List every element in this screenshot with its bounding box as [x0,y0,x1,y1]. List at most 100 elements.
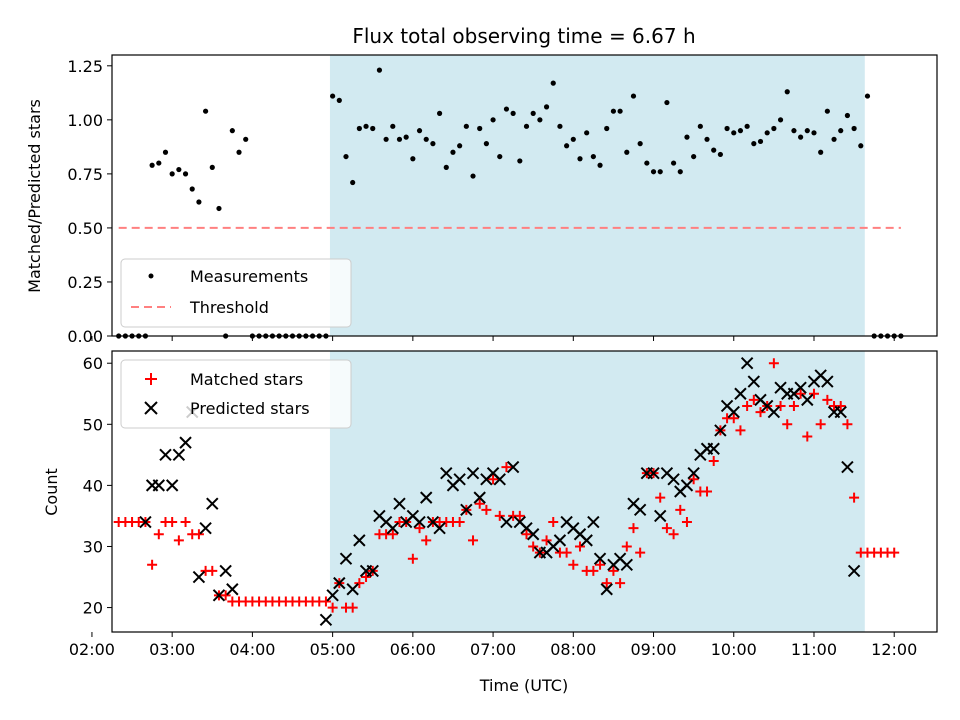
measurement-point [189,186,195,192]
top-y-axis-label: Matched/Predicted stars [25,99,44,293]
measurement-point [423,136,429,142]
measurement-point [169,171,175,177]
matched-star-point [588,565,599,576]
measurement-point [570,136,576,142]
predicted-star-point [165,479,179,492]
measurement-point [691,153,697,160]
measurement-point [162,149,169,155]
top-y-tick-label: 0.00 [67,327,103,346]
matched-star-point [528,541,539,552]
matched-star-point [615,578,626,589]
measurement-point [610,108,617,114]
measurement-point [791,128,797,134]
measurement-point [403,134,409,140]
legend-matched-marker [145,373,157,385]
top-y-tick-label: 0.25 [67,273,103,292]
predicted-star-point [526,528,540,541]
measurement-point [670,160,677,166]
predicted-star-point [747,375,761,388]
x-tick-label: 06:00 [390,640,436,659]
measurement-point [523,123,530,129]
predicted-star-point [172,448,186,462]
matched-star-point [628,523,639,534]
matched-star-point [167,517,178,528]
bottom-legend: Matched stars Predicted stars [120,359,352,429]
predicted-star-point [847,564,861,578]
measurement-point [557,123,563,129]
measurement-point [577,156,583,162]
predicted-star-point [440,466,453,480]
matched-star-point [407,553,418,564]
predicted-star-point [801,393,814,407]
predicted-star-point [714,424,727,437]
x-tick-label: 07:00 [470,640,516,659]
predicted-star-point [734,387,747,400]
matched-star-point [180,517,191,528]
measurement-point [470,173,476,179]
measurement-point [798,134,804,140]
predicted-star-point [654,509,667,523]
matched-star-point [207,565,218,576]
measurement-point [443,164,449,170]
predicted-star-point [633,503,647,517]
bottom-panel: 20 30 40 50 60 02:00 03:00 04:00 05:00 06:00 07:00… [42,350,938,695]
measurement-point [851,125,857,132]
legend-predicted-marker [144,401,158,415]
measurement-point [724,125,730,132]
matched-star-point [421,535,432,546]
matched-star-point [768,358,779,369]
predicted-star-point [506,460,520,474]
measurement-point [202,108,209,114]
measurement-point [644,160,650,166]
predicted-star-point [413,515,426,529]
predicted-star-point [600,583,613,596]
top-axes-frame [111,54,938,337]
measurement-point [630,93,637,99]
measurement-point [650,169,657,175]
predicted-star-point [206,497,219,510]
matched-star-point [842,419,853,430]
predicted-star-point [587,515,600,529]
measurement-point [229,128,235,134]
predicted-star-point [433,521,446,535]
matched-star-point [454,517,465,528]
top-shaded-interval [329,55,865,336]
matched-star-point [835,400,846,411]
measurement-point [176,166,182,173]
predicted-star-point [152,479,166,492]
matched-star-point [788,400,799,411]
bottom-legend-box [120,359,352,429]
predicted-star-point [767,405,781,419]
matched-star-point [889,547,900,558]
predicted-star-point [727,405,740,419]
measurement-point [751,141,757,147]
measurement-point [543,104,550,110]
measurement-point [597,162,603,168]
matched-star-point [661,523,672,534]
x-axis-label: Time (UTC) [479,676,568,695]
measurement-point [637,141,643,147]
matched-star-point [608,565,619,576]
matched-star-point [387,529,398,540]
matched-star-point [468,535,479,546]
predicted-star-point [473,491,486,504]
matched-star-point [735,425,746,436]
bottom-axes-frame [111,350,938,633]
predicted-star-point [707,442,720,455]
predicted-star-point [219,564,232,578]
legend-measurements-label: Measurements [190,267,308,286]
matched-star-point [521,529,532,540]
measurement-point [450,149,456,155]
matched-star-point [755,407,766,418]
measurement-point [209,164,215,170]
predicted-star-point [226,583,239,596]
predicted-star-point [580,534,593,547]
matched-star-point [849,492,860,503]
measurement-point [363,123,369,129]
matched-star-point [568,559,579,570]
measurement-point [664,99,670,106]
measurement-point [390,123,396,129]
measurement-point [216,205,222,212]
predicted-star-point [794,381,807,394]
x-tick-label: 02:00 [69,640,115,659]
